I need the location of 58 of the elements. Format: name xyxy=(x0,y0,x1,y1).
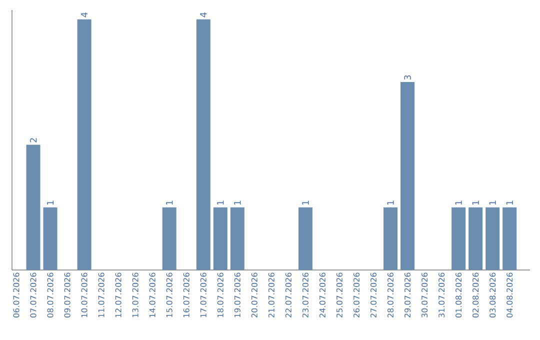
x-tick-label: 24.07.2026 xyxy=(319,272,326,318)
x-tick-label: 10.07.2026 xyxy=(81,272,88,318)
data-label: 1 xyxy=(166,200,173,205)
x-tick-label: 23.07.2026 xyxy=(302,272,308,318)
x-tick-label: 04.08.2026 xyxy=(506,272,513,318)
x-tick-label: 27.07.2026 xyxy=(370,272,377,318)
bar xyxy=(77,19,92,270)
bar xyxy=(43,207,58,270)
x-tick-label: 22.07.2026 xyxy=(285,272,292,318)
data-label: 1 xyxy=(506,200,513,205)
x-tick-label: 31.07.2026 xyxy=(438,272,445,318)
x-tick-label: 29.07.2026 xyxy=(404,272,411,318)
data-label: 4 xyxy=(81,12,88,18)
bar xyxy=(486,207,500,270)
x-tick-label: 15.07.2026 xyxy=(166,272,172,318)
x-tick-label: 06.07.2026 xyxy=(13,272,20,318)
bar xyxy=(162,207,176,270)
bar xyxy=(26,144,40,270)
x-tick-label: 12.07.2026 xyxy=(115,272,122,318)
x-tick-label: 30.07.2026 xyxy=(422,272,428,318)
x-tick-label: 03.08.2026 xyxy=(490,272,496,318)
x-tick-label: 17.07.2026 xyxy=(200,272,206,318)
x-tick-label: 07.07.2026 xyxy=(30,272,36,318)
data-label: 1 xyxy=(489,200,496,205)
data-label: 1 xyxy=(234,200,241,205)
x-tick-label: 01.08.2026 xyxy=(456,272,462,318)
bar xyxy=(213,207,228,270)
bar xyxy=(230,207,244,270)
bar xyxy=(298,207,312,270)
data-label: 1 xyxy=(455,200,462,205)
bar xyxy=(452,207,466,270)
x-tick-label: 02.08.2026 xyxy=(472,272,479,318)
x-tick-label: 21.07.2026 xyxy=(268,272,274,318)
x-tick-label: 09.07.2026 xyxy=(64,272,70,318)
x-tick-label: 18.07.2026 xyxy=(217,272,224,318)
x-tick-label: 08.07.2026 xyxy=(47,272,54,318)
data-label: 4 xyxy=(200,12,207,18)
bar xyxy=(468,207,483,270)
x-tick-label: 26.07.2026 xyxy=(353,272,360,318)
x-tick-label: 25.07.2026 xyxy=(336,272,342,318)
data-label: 1 xyxy=(217,200,224,205)
bar xyxy=(400,82,415,270)
bar xyxy=(384,207,398,270)
x-tick-label: 20.07.2026 xyxy=(251,272,258,318)
x-tick-label: 19.07.2026 xyxy=(234,272,240,318)
x-tick-label: 16.07.2026 xyxy=(183,272,190,318)
data-label: 1 xyxy=(472,200,479,205)
x-tick-label: 28.07.2026 xyxy=(387,272,394,318)
data-label: 3 xyxy=(404,75,411,80)
data-label: 1 xyxy=(387,200,394,205)
data-label: 1 xyxy=(302,200,309,205)
x-tick-label: 14.07.2026 xyxy=(149,272,156,318)
x-tick-label: 13.07.2026 xyxy=(132,272,138,318)
data-label: 1 xyxy=(47,200,54,205)
x-tick-label: 11.07.2026 xyxy=(98,272,104,318)
data-label: 2 xyxy=(30,138,37,142)
bar xyxy=(196,19,210,270)
bar xyxy=(502,207,517,270)
